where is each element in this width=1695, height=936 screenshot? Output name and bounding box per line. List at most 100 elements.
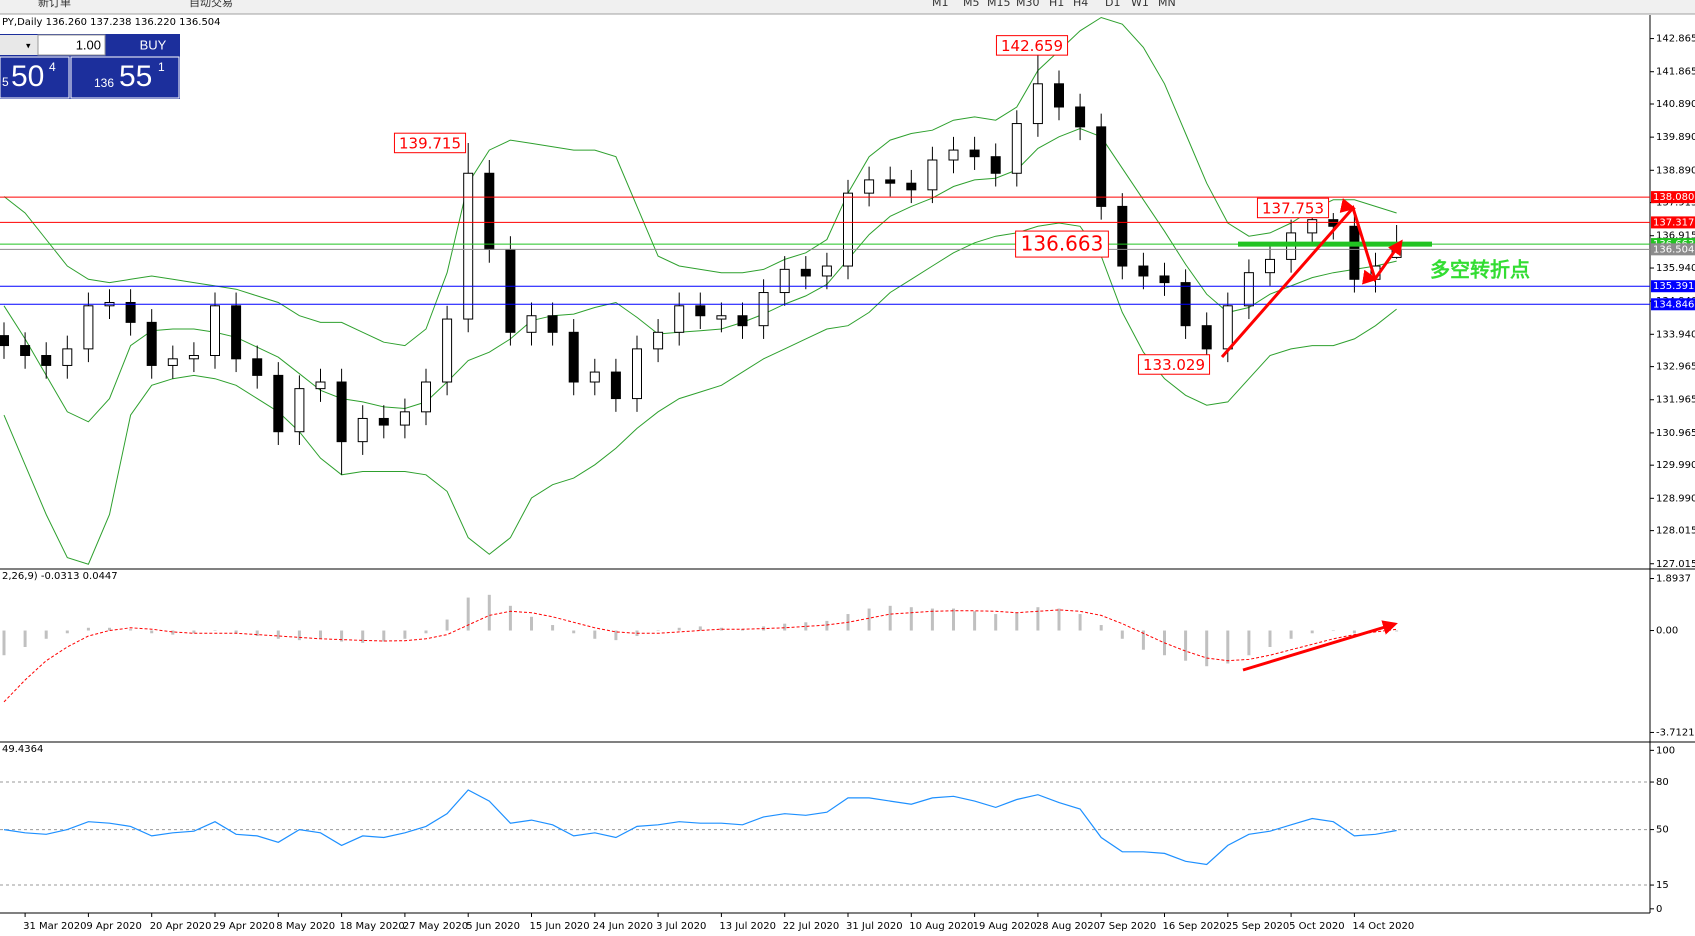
candle-body [1349,225,1360,280]
buy-label: BUY [140,37,167,52]
macd-bar [1120,630,1124,639]
macd-bar [108,627,111,631]
candle-body [547,315,558,333]
macd-bar [276,630,280,639]
macd-bar [994,614,998,631]
candle-body [1032,83,1043,125]
y-tick-label: 138.890 [1656,165,1695,176]
toolbar-item: H4 [1073,0,1088,9]
candle-body [568,331,579,383]
macd-bar [1015,612,1019,631]
macd-bar [340,630,344,642]
candle-body [1075,106,1086,128]
candle-body [990,156,1001,174]
candle-body [610,371,621,400]
macd-bar [719,627,723,631]
macd-bar [804,622,808,631]
x-tick-label: 28 Aug 2020 [1036,921,1100,932]
x-tick-label: 15 Jun 2020 [530,921,590,932]
trade-panel: ▾ 1.00 BUY 5 50 4 136 55 1 [0,34,180,99]
level-label-bg [1651,243,1695,256]
band-upper [3,16,1397,347]
macd-bar [319,630,322,639]
y-tick-label: 130.965 [1656,428,1695,439]
macd-bar [973,611,977,631]
candle-body [146,321,157,366]
macd-bar [1310,630,1314,634]
level-label: 134.846 [1653,299,1694,310]
macd-bar [1352,630,1356,634]
candle-body [273,374,284,433]
y-tick-label: 129.990 [1656,460,1695,471]
panel-title: PY,Daily 136.260 137.238 136.220 136.504 [2,17,221,28]
candle-body [927,159,938,191]
toolbar-item: M30 [1016,0,1040,9]
candle-body [167,358,178,366]
y-tick-label: 133.940 [1656,329,1695,340]
buy-price-box[interactable] [70,56,180,99]
candle-body [758,292,769,327]
x-tick-label: 22 Jul 2020 [783,921,840,932]
candle-body [737,315,748,327]
macd-bar [656,630,660,632]
candle-body [969,149,980,158]
panel-title: 2,26,9) -0.0313 0.0447 [2,571,118,582]
macd-bar [1141,630,1145,650]
level-label-bg [1651,216,1695,229]
sell-price-box[interactable] [0,56,70,99]
candle-body [1117,205,1128,267]
macd-bar [150,630,154,634]
y-tick-label: 141.865 [1656,67,1695,78]
x-tick-label: 5 Oct 2020 [1289,921,1344,932]
macd-bar [192,630,196,634]
x-tick-label: 10 Aug 2020 [909,921,973,932]
level-label-bg [1651,191,1695,204]
macd-bar [593,630,597,639]
y-tick-label: 139.890 [1656,132,1695,143]
note: 多空转折点 [1430,258,1530,282]
macd-bar [1331,630,1335,632]
macd-bar [466,597,470,631]
macd-bar [1036,607,1040,631]
toolbar-item: H1 [1049,0,1064,9]
candle-body [1054,83,1064,108]
macd-bar [1078,614,1082,631]
candle-body [1222,305,1233,350]
candle-body [357,417,368,443]
x-tick-label: 5 Jun 2020 [466,921,520,932]
buy-button[interactable] [127,35,179,55]
candle-body [0,335,9,347]
annotation-box [1137,354,1211,375]
macd-bar [1099,625,1103,631]
x-tick-label: 8 May 2020 [276,921,335,932]
lot-input[interactable] [37,34,106,56]
annotation-box [1015,230,1109,258]
candle-body [906,182,917,191]
macd-bar [403,630,407,639]
x-tick-label: 16 Sep 2020 [1163,921,1226,932]
y-tick-label: 136.915 [1656,231,1695,242]
macd-bar [234,630,238,634]
macd-bar [1395,630,1399,632]
candle-body [421,381,431,413]
y-tick-label: 128.015 [1656,526,1695,537]
candle-body [843,192,853,267]
macd-bar [867,608,871,631]
x-tick-label: 29 Apr 2020 [213,921,275,932]
candle-body [399,411,410,426]
candle-body [821,265,832,277]
candle-body [210,305,220,357]
macd-bar [614,630,618,641]
level-label: 136.504 [1653,244,1694,255]
candle-body [653,331,664,350]
macd-bar [1057,608,1061,631]
y-tick-label: 142.865 [1656,34,1695,45]
y-tick-label: -3.7121 [1656,727,1695,738]
candle-body [1096,126,1107,207]
annotation-box [393,132,467,154]
macd-bar [909,607,913,631]
macd-bar [1205,630,1209,667]
candle-body [252,358,263,376]
level-label: 135.391 [1653,281,1694,292]
lot-spinner[interactable] [0,35,38,55]
